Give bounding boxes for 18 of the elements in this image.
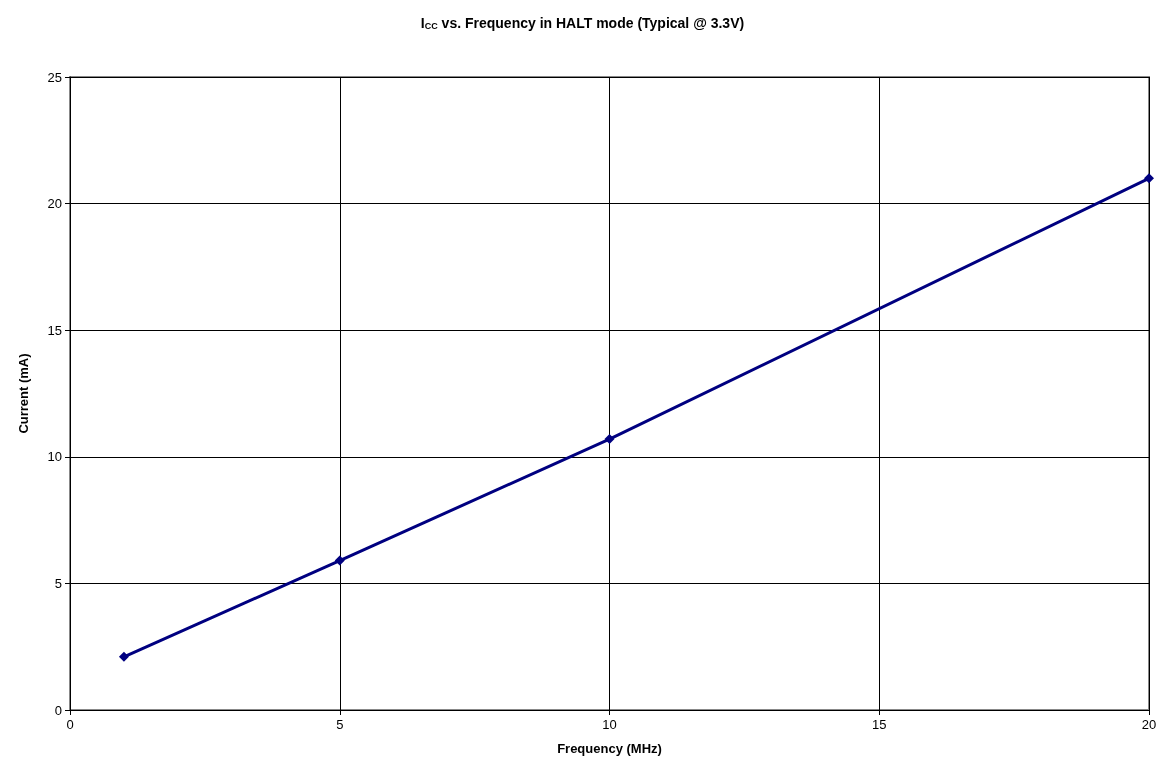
- y-tick-label: 5: [54, 575, 62, 591]
- y-tick-label: 20: [47, 196, 62, 212]
- y-tick-label: 15: [47, 322, 62, 338]
- x-tick-label: 15: [872, 717, 887, 732]
- point: [1144, 173, 1154, 184]
- point: [118, 651, 129, 662]
- x-tick-label: 20: [1141, 717, 1157, 732]
- x-tick-label: 10: [602, 717, 617, 732]
- y-tick-label: 10: [47, 449, 62, 465]
- x-tick-label: 5: [336, 717, 344, 732]
- y-axis-title: Current (mA): [16, 353, 31, 434]
- chart-title: ICC vs. Frequency in HALT mode (Typical @ 3.3V): [420, 14, 745, 31]
- y-tick-label: 0: [54, 702, 62, 718]
- point: [334, 555, 345, 566]
- y-tick-label: 25: [47, 69, 62, 85]
- x-tick-label: 0: [66, 717, 74, 732]
- x-axis-title: Frequency (MHz): [557, 741, 662, 756]
- point: [604, 434, 615, 445]
